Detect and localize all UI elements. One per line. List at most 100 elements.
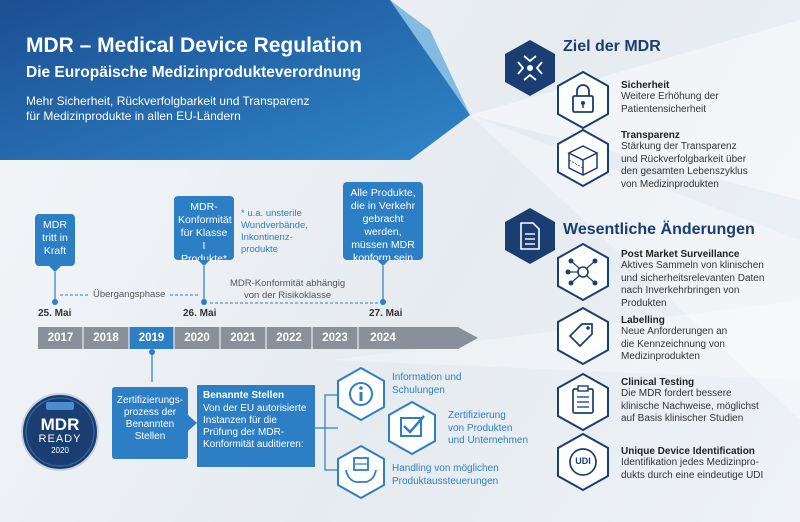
page-title: MDR – Medical Device Regulation (26, 34, 363, 57)
bubble-alle-produkte: Alle Produkte, die in Verkehr gebracht w… (343, 182, 423, 266)
footnote: * u.a. unsterile Wundverbände, Inkontine… (241, 208, 308, 256)
footnote-line: * u.a. unsterile (241, 208, 302, 219)
bs-line: Von der EU autorisierte (203, 403, 307, 414)
aenderung-item-text: Medizinprodukten (621, 351, 700, 362)
target-icon (505, 40, 555, 96)
badge-ready: READY (38, 433, 82, 445)
aenderung-item-text: die Kennzeichnung von (621, 338, 725, 350)
bs-line: Instanzen für die (203, 415, 277, 426)
intro-line: Mehr Sicherheit, Rückverfolgbarkeit und … (26, 94, 310, 108)
label-tag-icon (557, 306, 609, 366)
aenderung-item-pms: Post Market Surveillance Aktives Sammeln… (621, 249, 764, 310)
aenderung-item-title: Unique Device Identification (621, 446, 755, 457)
zertifizierungsprozess-box: Zertifizierungs- prozess der Benannten S… (112, 387, 188, 459)
process-item-info: Information und Schulungen (392, 372, 462, 397)
aenderung-item-text: dukts durch eine eindeutige UDI (621, 469, 764, 481)
aenderung-item-text: Neue Anforderungen an (621, 326, 728, 337)
bubble-line: Produkte* (180, 253, 228, 265)
process-line: Zertifizierungs- (116, 395, 184, 406)
page-subtitle: Die Europäische Medizinprodukteverordnun… (26, 64, 362, 81)
bubble-line: MDR (43, 219, 67, 231)
bubble-line: müssen MDR (351, 239, 415, 251)
header-band (0, 0, 470, 160)
aenderung-item-udi: Unique Device Identification Identifikat… (621, 446, 763, 482)
year-label: 2022 (276, 332, 302, 344)
aenderung-item-text: Die MDR fordert bessere (621, 388, 732, 399)
date-label: 25. Mai (38, 308, 72, 319)
aenderung-item-text: auf Basis klinischer Studien (621, 413, 744, 424)
footnote-line: Inkontinenz- (241, 232, 293, 243)
aenderung-item-labelling: Labelling Neue Anforderungen an die Kenn… (621, 315, 727, 364)
header-facet (390, 0, 470, 115)
udi-icon (557, 432, 609, 492)
ziel-title: Ziel der MDR (563, 38, 661, 55)
footnote-line: produkte (241, 244, 278, 255)
process-item-line: Information und (392, 372, 462, 383)
year-label: 2018 (93, 332, 119, 344)
intro-line: für Medizinprodukte in allen EU-Ländern (26, 109, 241, 123)
process-line: prozess der (123, 407, 177, 418)
arrow-right-icon (188, 415, 197, 431)
year-bar (38, 327, 478, 349)
ziel-item-text: den gesamten Lebenszyklus (621, 166, 748, 177)
ziel-item-text: und Rückverfolgbarkeit über (621, 153, 747, 165)
process-item-line: von Produkten (448, 422, 513, 434)
aenderung-item-clinical: Clinical Testing Die MDR fordert bessere… (621, 377, 759, 426)
bubble-line: Alle Produkte, (350, 187, 416, 199)
bubble-line: für Klasse I (180, 227, 228, 252)
bubble-mdr-in-kraft: MDR tritt in Kraft (35, 214, 75, 272)
clipboard-icon (557, 372, 609, 432)
year-label: 2024 (370, 332, 396, 344)
year-highlight (129, 327, 174, 349)
aenderungen-title: Wesentliche Änderungen (563, 221, 755, 238)
ziel-item-text: Stärkung der Transparenz (621, 141, 737, 152)
bubble-line: die in Verkehr (350, 200, 416, 212)
bs-line: Prüfung der MDR- (203, 427, 285, 438)
network-icon (557, 242, 609, 302)
date-label: 26. Mai (183, 308, 217, 319)
process-item-zertifizierung: Zertifizierung von Produkten und Unterne… (448, 410, 528, 448)
year-label: 2023 (322, 332, 348, 344)
badge-year: 2020 (51, 446, 69, 455)
badge-mdr: MDR (40, 415, 80, 434)
year-label: 2017 (47, 332, 74, 344)
aenderung-item-text: Aktives Sammeln von klinischen (621, 260, 764, 271)
ziel-item-title: Transparenz (621, 130, 680, 141)
bubble-line: konform sein (352, 252, 414, 264)
mdr-ready-badge (21, 393, 99, 471)
ziel-item-title: Sicherheit (621, 80, 670, 91)
bs-line: Konformität auditieren: (203, 439, 304, 450)
ziel-item-text: von Medizinprodukten (621, 178, 719, 190)
process-item-line: Produktaussteuerungen (392, 475, 499, 487)
ziel-item-sicherheit: Sicherheit Weitere Erhöhung der Patiente… (621, 80, 719, 116)
risikoklasse-line: von der Risikoklasse (243, 290, 332, 301)
year-label: 2021 (230, 332, 256, 344)
benannte-stellen-title: Benannte Stellen (203, 390, 285, 401)
uebergangsphase-label: Übergangsphase (90, 289, 169, 300)
process-line: Stellen (134, 431, 166, 442)
light-ray-2 (470, 115, 800, 420)
process-item-line: und Unternehmen (448, 435, 529, 446)
udi-label: UDI (575, 456, 591, 466)
aenderung-item-title: Post Market Surveillance (621, 249, 740, 260)
bubble-line: MDR- (190, 201, 218, 213)
bubble-line: gebracht werden, (362, 213, 404, 238)
year-label: 2020 (184, 332, 210, 344)
aenderung-item-text: Produkten (621, 297, 667, 309)
info-icon (337, 366, 385, 422)
lock-icon (557, 70, 609, 130)
process-item-line: Schulungen (392, 384, 445, 396)
aenderung-item-title: Labelling (621, 315, 665, 326)
process-item-handling: Handling von möglichen Produktaussteueru… (392, 463, 499, 488)
process-line: Benannten (125, 419, 175, 430)
ziel-item-text: Patientensicherheit (621, 103, 707, 115)
light-ray-1 (470, 20, 800, 200)
bubble-klasse-i: MDR- Konformität für Klasse I Produkte* (174, 196, 234, 266)
checkmark-icon (388, 400, 436, 456)
intro-text: Mehr Sicherheit, Rückverfolgbarkeit und … (26, 94, 356, 124)
